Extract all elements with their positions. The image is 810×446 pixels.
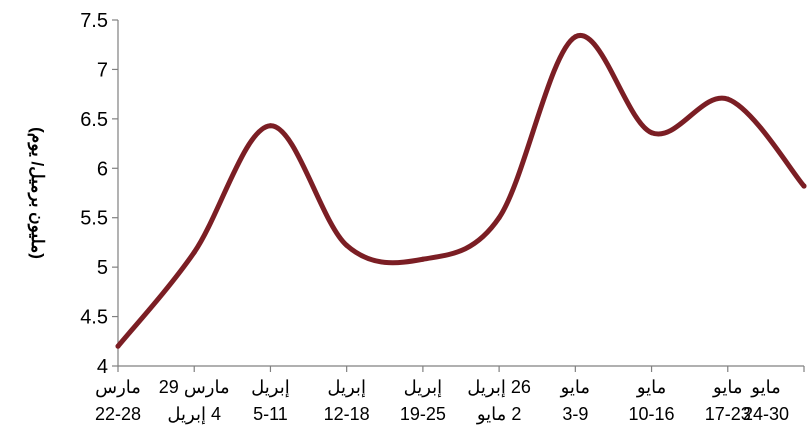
data-point bbox=[420, 257, 425, 262]
x-tick-label: مايو bbox=[712, 377, 742, 398]
y-tick-label: 7.5 bbox=[80, 10, 108, 32]
series-line bbox=[118, 35, 804, 346]
x-tick-label: 4 إبريل bbox=[167, 404, 221, 425]
y-tick-label: 7 bbox=[97, 59, 108, 81]
x-tick-label: 12-18 bbox=[324, 404, 370, 424]
x-tick-label: 3-9 bbox=[562, 404, 588, 424]
data-point bbox=[268, 123, 273, 128]
x-tick-label: مايو bbox=[636, 377, 666, 398]
y-tick-label: 4 bbox=[97, 356, 108, 378]
x-tick-label: إبريل bbox=[327, 377, 366, 398]
data-point bbox=[344, 243, 349, 248]
y-tick-label: 5 bbox=[97, 257, 108, 279]
data-point bbox=[573, 34, 578, 39]
y-tick-label: 5.5 bbox=[80, 208, 108, 230]
x-tick-label: 10-16 bbox=[629, 404, 675, 424]
x-tick-label: مايو bbox=[750, 377, 780, 398]
data-point bbox=[725, 97, 730, 102]
data-point bbox=[802, 184, 807, 189]
x-tick-label: إبريل bbox=[251, 377, 290, 398]
data-point bbox=[649, 130, 654, 135]
x-tick-label: مارس 29 bbox=[159, 377, 230, 398]
y-tick-label: 6 bbox=[97, 158, 108, 180]
x-tick-label: مايو bbox=[560, 377, 590, 398]
x-tick-label: 19-25 bbox=[400, 404, 446, 424]
x-tick-label: 5-11 bbox=[253, 404, 288, 424]
x-tick-label: 24-30 bbox=[743, 404, 789, 424]
x-axis-ticks: مارس 22-28 مارس 29 4 إبريل إبريل 5-11 إبريل 12-… bbox=[95, 366, 804, 425]
data-point bbox=[192, 250, 197, 255]
x-tick-label: 22-28 bbox=[95, 404, 141, 424]
y-axis-ticks: 4 4.5 5 5.5 6 6.5 7 7.5 bbox=[80, 10, 118, 378]
x-tick-label: مارس bbox=[95, 377, 141, 398]
data-point bbox=[116, 344, 121, 349]
data-point bbox=[497, 215, 502, 220]
y-tick-label: 6.5 bbox=[80, 109, 108, 131]
y-tick-label: 4.5 bbox=[80, 307, 108, 329]
x-tick-label: إبريل bbox=[404, 377, 443, 398]
y-axis-label: (مليون برميل/ يوم) bbox=[27, 127, 47, 259]
x-tick-label: 2 مايو bbox=[476, 404, 521, 425]
x-tick-label: 26 إبريل bbox=[467, 377, 531, 398]
